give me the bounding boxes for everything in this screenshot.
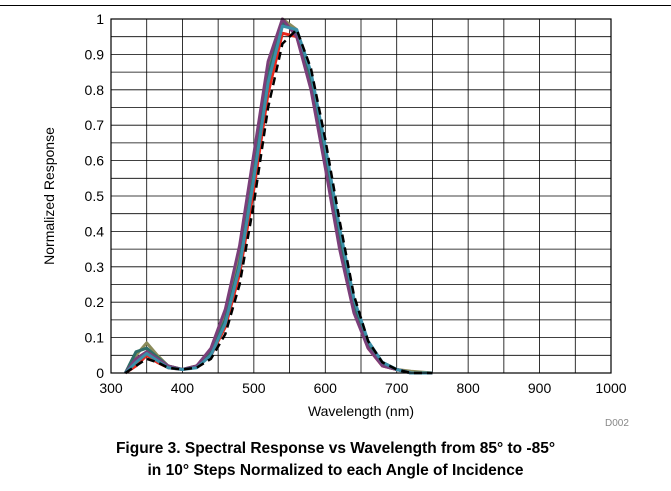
x-axis-label: Wavelength (nm) xyxy=(308,403,414,419)
chart-grid xyxy=(110,18,612,374)
x-tick-label: 500 xyxy=(242,380,266,396)
chart-series xyxy=(123,17,433,375)
spectral-response-chart: 0 0.1 0.2 0.3 0.4 0.5 0.6 0.7 0.8 0.9 1 300 400 500 6… xyxy=(41,11,627,419)
x-tick-label: 700 xyxy=(385,380,409,396)
document-id-label: D002 xyxy=(605,418,629,429)
y-tick-label: 0.6 xyxy=(85,153,105,169)
y-tick-label: 0.9 xyxy=(85,46,105,62)
x-tick-label: 600 xyxy=(314,380,338,396)
y-tick-label: 0.4 xyxy=(85,223,105,239)
figure-caption: Figure 3. Spectral Response vs Wavelengt… xyxy=(0,438,671,482)
y-tick-label: 0.5 xyxy=(85,188,105,204)
series-line-3 xyxy=(123,21,433,375)
series-line-5 xyxy=(124,24,433,375)
top-rule xyxy=(0,5,671,6)
x-tick-label: 900 xyxy=(528,380,552,396)
x-tick-label: 400 xyxy=(171,380,195,396)
y-tick-label: 0 xyxy=(96,365,104,381)
caption-line-2: in 10° Steps Normalized to each Angle of… xyxy=(147,462,524,479)
y-axis-label: Normalized Response xyxy=(41,127,57,265)
x-tick-label: 1000 xyxy=(595,380,626,396)
x-tick-label: 800 xyxy=(456,380,480,396)
x-tick-labels: 300 400 500 600 700 800 900 1000 xyxy=(99,380,626,396)
series-line-2 xyxy=(124,31,433,375)
x-tick-label: 300 xyxy=(99,380,123,396)
y-tick-label: 0.2 xyxy=(85,294,105,310)
y-tick-label: 0.3 xyxy=(85,259,105,275)
y-tick-labels: 0 0.1 0.2 0.3 0.4 0.5 0.6 0.7 0.8 0.9 1 xyxy=(85,11,105,381)
caption-line-1: Figure 3. Spectral Response vs Wavelengt… xyxy=(115,440,556,457)
series-line-6 xyxy=(124,28,433,375)
y-tick-label: 1 xyxy=(96,11,104,27)
y-tick-label: 0.8 xyxy=(85,82,105,98)
y-tick-label: 0.7 xyxy=(85,117,105,133)
y-tick-label: 0.1 xyxy=(85,330,105,346)
plot-area-frame xyxy=(110,18,612,374)
